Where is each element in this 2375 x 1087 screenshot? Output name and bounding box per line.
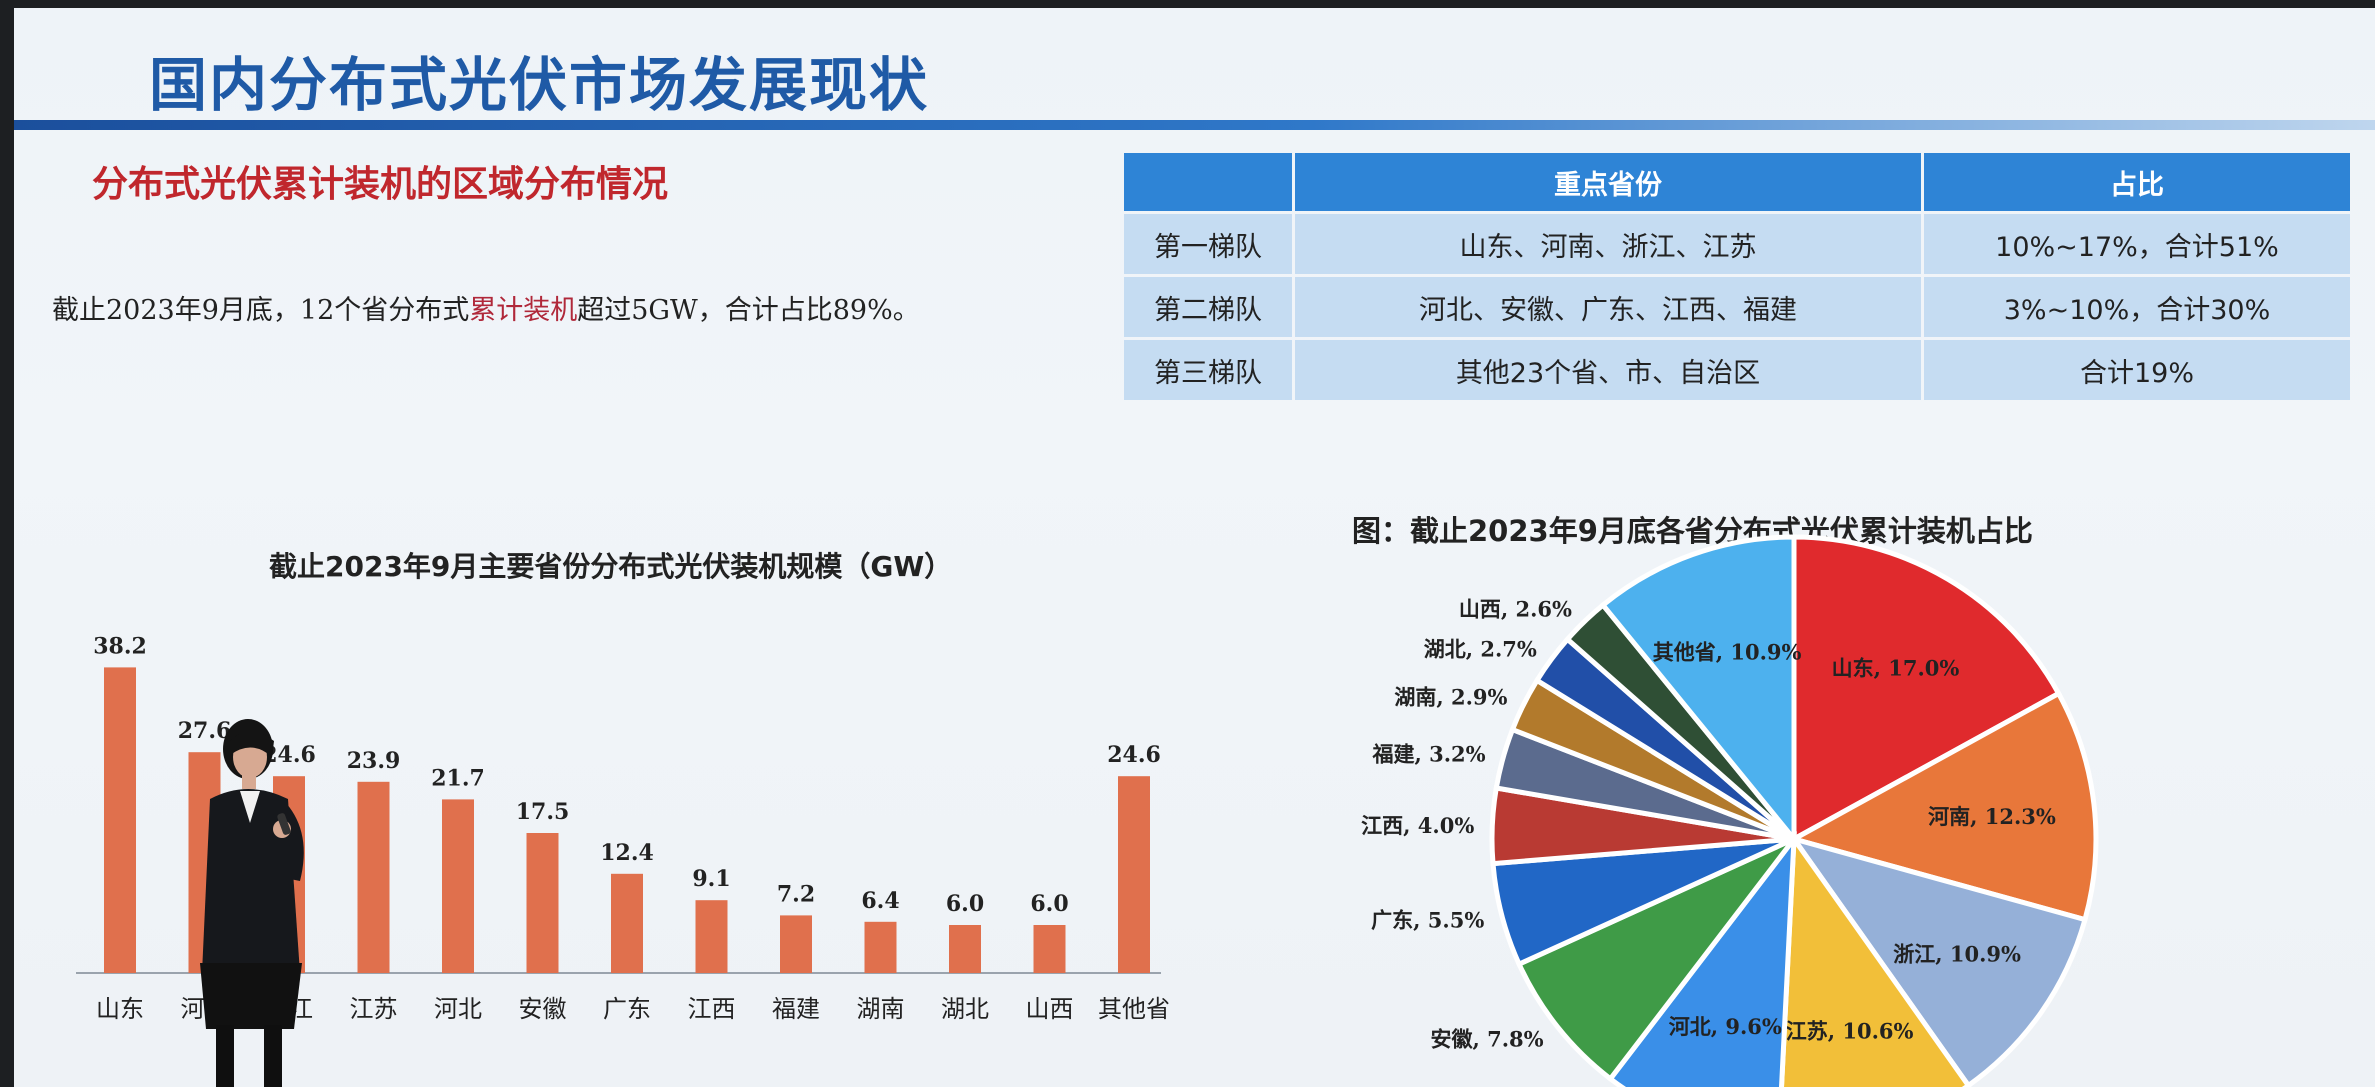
pie-slice	[1778, 831, 1972, 1087]
bar	[1033, 925, 1066, 973]
pie-slice-label: 山西, 2.6%	[1459, 597, 1572, 622]
pie-slice-label: 河南, 12.3%	[1928, 804, 2056, 829]
bar	[526, 833, 559, 973]
pie-slice-label: 安徽, 7.8%	[1430, 1026, 1543, 1051]
bar-value-label: 21.7	[431, 765, 485, 791]
bar-value-label: 27.6	[178, 718, 232, 744]
section-heading: 分布式光伏累计装机的区域分布情况	[92, 164, 669, 205]
bar-value-label: 6.0	[1030, 891, 1068, 917]
tier-name: 第三梯队	[1124, 340, 1292, 400]
tier-table-header-row: 重点省份 占比	[1124, 153, 2350, 211]
presenter-figure	[200, 719, 304, 1087]
table-row: 第二梯队 河北、安徽、广东、江西、福建 3%~10%，合计30%	[1124, 277, 2350, 337]
pie-slice	[1599, 534, 1797, 847]
summary-part-2: 超过5GW，合计占比89%。	[577, 295, 920, 326]
tier-table-header-share: 占比	[1924, 153, 2350, 211]
table-row: 第三梯队 其他23个省、市、自治区 合计19%	[1124, 340, 2350, 400]
x-tick-label: 广东	[603, 995, 651, 1023]
bar-value-label: 38.2	[93, 633, 147, 659]
summary-text: 截止2023年9月底，12个省分布式累计装机超过5GW，合计占比89%。	[52, 288, 920, 327]
tier-table: 重点省份 占比 第一梯队 山东、河南、浙江、江苏 10%~17%，合计51% 第…	[1121, 150, 2353, 403]
presentation-slide: 国内分布式光伏市场发展现状 分布式光伏累计装机的区域分布情况 截止2023年9月…	[14, 8, 2375, 1087]
bar	[949, 925, 981, 973]
tier-provinces: 河北、安徽、广东、江西、福建	[1295, 277, 1921, 337]
pie-chart-title: 图：截止2023年9月底各省分布式光伏累计装机占比	[1352, 514, 2033, 548]
pie-slice	[1787, 690, 2099, 923]
tier-provinces: 山东、河南、浙江、江苏	[1295, 214, 1921, 274]
tier-provinces: 其他23个省、市、自治区	[1295, 340, 1921, 400]
summary-highlight: 累计装机	[469, 295, 578, 326]
bar-value-label: 6.0	[946, 891, 984, 917]
x-tick-label: 江西	[688, 995, 736, 1023]
pie-slice-label: 福建, 3.2%	[1371, 742, 1485, 767]
bar	[357, 781, 390, 973]
x-tick-label: 山东	[96, 995, 144, 1023]
pie-slice-label: 江苏, 10.6%	[1786, 1018, 1914, 1043]
tier-name: 第二梯队	[1124, 277, 1292, 337]
x-tick-label: 江苏	[350, 995, 398, 1023]
bar	[695, 900, 728, 973]
x-tick-label: 福建	[772, 995, 820, 1023]
bar-value-label: 6.4	[861, 888, 899, 914]
x-tick-label: 安徽	[519, 995, 567, 1023]
bar-value-label: 24.6	[1107, 742, 1161, 768]
tier-share: 3%~10%，合计30%	[1924, 277, 2350, 337]
pie-chart: 山东, 17.0% 河南, 12.3% 浙江, 10.9% 江苏, 10.6%河北, …	[1361, 534, 2099, 1087]
bar	[780, 915, 812, 973]
bar-value-label: 9.1	[692, 866, 730, 892]
pie-slice-label: 湖南, 2.9%	[1394, 684, 1507, 709]
tier-share: 10%~17%，合计51%	[1924, 214, 2350, 274]
x-tick-label: 河北	[434, 995, 482, 1023]
pie-slice-label: 浙江, 10.9%	[1893, 942, 2021, 967]
x-tick-label: 山西	[1026, 995, 1074, 1023]
bar	[611, 873, 643, 973]
bar-value-label: 17.5	[516, 799, 570, 825]
pie-slice-label: 广东, 5.5%	[1371, 908, 1484, 933]
pie-slice-label: 湖北, 2.7%	[1424, 637, 1537, 662]
bar	[1118, 776, 1150, 973]
pie-slice-label: 其他省, 10.9%	[1653, 639, 1802, 664]
table-row: 第一梯队 山东、河南、浙江、江苏 10%~17%，合计51%	[1124, 214, 2350, 274]
title-underline	[14, 120, 2375, 130]
x-tick-label: 其他省	[1098, 995, 1170, 1023]
x-tick-label: 湖北	[941, 995, 989, 1023]
bar	[864, 921, 897, 973]
pie-slice-label: 河北, 9.6%	[1669, 1014, 1782, 1039]
bar	[104, 667, 136, 973]
pie-slice-label: 山东, 17.0%	[1832, 655, 1960, 680]
bar	[442, 799, 474, 973]
pie-slice-label: 江西, 4.0%	[1361, 813, 1474, 838]
tier-name: 第一梯队	[1124, 214, 1292, 274]
pie-slice	[1515, 836, 1796, 1083]
summary-part-1: 截止2023年9月底，12个省分布式	[52, 295, 470, 326]
bar-value-label: 12.4	[600, 840, 654, 866]
slide-title: 国内分布式光伏市场发展现状	[149, 51, 930, 119]
tier-share: 合计19%	[1924, 340, 2350, 400]
pie-slice	[1791, 534, 2062, 844]
bar-value-label: 7.2	[777, 881, 815, 907]
bar-chart-title: 截止2023年9月主要省份分布式光伏装机规模（GW）	[269, 550, 953, 583]
tier-table-header-provinces: 重点省份	[1295, 153, 1921, 211]
pie-slice	[1787, 834, 2089, 1087]
x-tick-label: 湖南	[857, 995, 905, 1023]
bar-value-label: 23.9	[347, 748, 401, 774]
tier-table-header-tier	[1124, 153, 1292, 211]
